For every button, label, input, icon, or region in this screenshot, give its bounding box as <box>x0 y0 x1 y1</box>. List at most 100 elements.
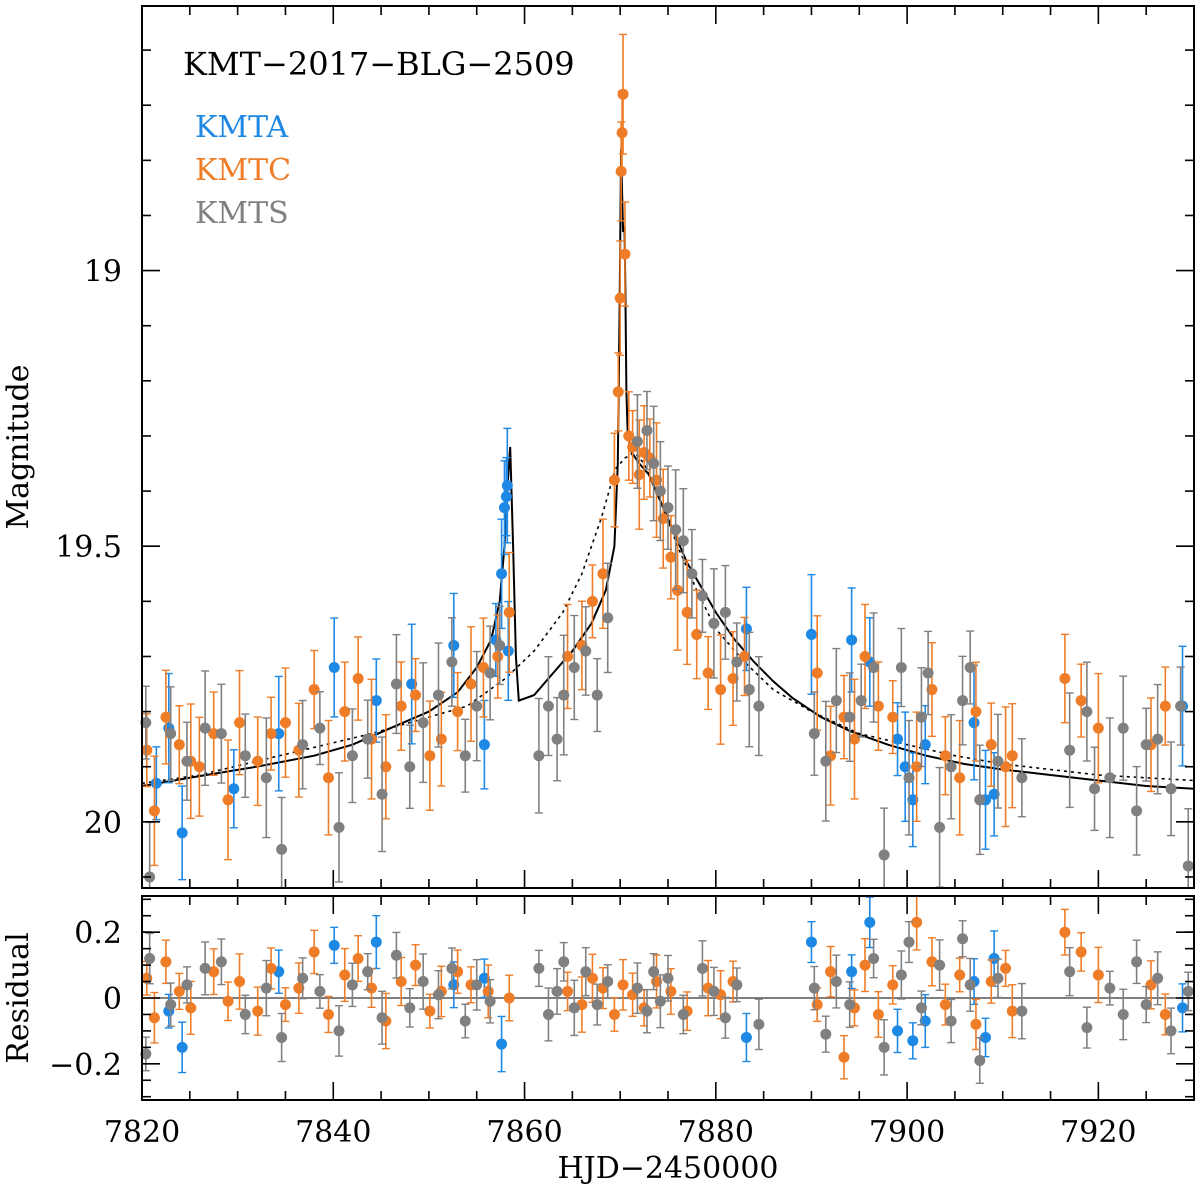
kmtc-data-point <box>727 673 739 685</box>
kmts-data-point <box>346 979 358 991</box>
kmts-data-point <box>471 700 483 712</box>
legend-kmta: KMTA <box>195 110 288 145</box>
kmtc-data-point <box>148 1012 160 1024</box>
kmts-data-point <box>404 761 416 773</box>
kmts-data-point <box>484 667 496 679</box>
kmtc-data-point <box>1006 750 1018 762</box>
kmta-data-point <box>150 777 162 789</box>
kmtc-data-point <box>1092 722 1104 734</box>
kmtc-data-point <box>859 650 871 662</box>
x-tick-label-7840: 7840 <box>295 1115 371 1150</box>
kmtc-data-point <box>657 513 669 525</box>
kmtc-data-point <box>1000 761 1012 773</box>
kmts-data-point <box>459 1015 471 1027</box>
kmts-data-point <box>558 956 570 968</box>
kmts-data-point <box>297 739 309 751</box>
kmts-data-point <box>1081 1022 1093 1034</box>
kmtc-data-point <box>608 1008 620 1020</box>
kmts-data-point <box>140 717 152 729</box>
kmtc-data-point <box>612 386 624 398</box>
kmts-data-point <box>551 733 563 745</box>
y-tick-label-20: 20 <box>84 806 122 841</box>
kmts-data-point <box>446 962 458 974</box>
kmts-data-point <box>1165 1025 1177 1037</box>
kmts-data-point <box>1152 733 1164 745</box>
kmts-data-point <box>260 982 272 994</box>
kmtc-data-point <box>380 761 392 773</box>
kmts-data-point <box>934 821 946 833</box>
kmts-data-point <box>239 1008 251 1020</box>
kmts-data-point <box>868 662 880 673</box>
kmtc-data-point <box>322 772 334 784</box>
kmts-data-point <box>215 956 227 968</box>
kmts-data-point <box>533 750 545 762</box>
kmtc-data-point <box>252 1005 264 1017</box>
kmtc-data-point <box>811 667 823 679</box>
kmts-data-point <box>915 1002 927 1014</box>
kmtc-data-point <box>1075 946 1087 958</box>
kmtc-data-point <box>208 728 220 740</box>
kmtc-data-point <box>848 733 860 745</box>
kmts-data-point <box>602 612 614 624</box>
kmta-data-point <box>328 662 340 673</box>
residual-panel: 0.2 0 −0.2 Residual 7820 7840 7860 7880 … <box>1 895 1195 1184</box>
kmts-data-point <box>878 1041 890 1053</box>
x-tick-label-7860: 7860 <box>486 1115 562 1150</box>
kmtc-data-point <box>562 650 574 662</box>
kmts-data-point <box>1016 772 1028 784</box>
kmts-data-point <box>808 728 820 740</box>
kmts-data-point <box>934 959 946 971</box>
kmtc-data-point <box>597 568 609 580</box>
kmts-data-point <box>895 662 907 673</box>
kmtc-data-point <box>614 292 626 304</box>
kmtc-data-point <box>222 794 234 806</box>
kmtc-data-point <box>939 750 951 762</box>
y-axis-label-magnitude: Magnitude <box>1 364 36 529</box>
kmtc-data-point <box>939 999 951 1011</box>
kmtc-data-point <box>185 1002 197 1014</box>
kmts-data-point <box>903 936 915 948</box>
kmta-data-point <box>478 739 490 751</box>
kmts-data-point <box>199 722 211 734</box>
kmts-data-point <box>1064 744 1076 756</box>
kmts-data-point <box>542 1008 554 1020</box>
kmts-data-point <box>820 755 832 767</box>
y-tick-label-19-5: 19.5 <box>55 530 122 565</box>
kmts-data-point <box>1081 706 1093 718</box>
kmtc-data-point <box>482 985 494 997</box>
y-tick-label-minus-0-2: −0.2 <box>49 1048 122 1083</box>
kmtc-data-point <box>465 678 477 690</box>
kmtc-data-point <box>1159 700 1171 712</box>
kmts-data-point <box>494 639 506 651</box>
kmtc-data-point <box>492 650 504 662</box>
kmtc-data-point <box>279 999 291 1011</box>
kmts-data-point <box>551 985 563 997</box>
kmtc-data-point <box>1092 969 1104 981</box>
kmts-data-point <box>708 617 720 629</box>
kmtc-data-point <box>234 976 246 988</box>
kmts-data-point <box>591 999 603 1011</box>
kmts-data-point <box>376 1012 388 1024</box>
kmtc-data-point <box>838 1051 850 1063</box>
kmts-data-point <box>1089 783 1101 795</box>
kmts-data-point <box>404 1002 416 1014</box>
kmts-data-point <box>390 678 402 690</box>
kmtc-data-point <box>452 706 464 718</box>
kmts-data-point <box>297 972 309 984</box>
kmts-data-point <box>654 485 666 497</box>
kmts-data-point <box>743 684 755 696</box>
kmts-data-point <box>753 700 765 712</box>
kmts-data-point <box>165 999 177 1011</box>
kmts-data-point <box>602 976 614 988</box>
kmts-data-point <box>945 761 957 773</box>
kmta-data-point <box>498 502 510 514</box>
light-curve-ticks <box>141 6 1195 933</box>
kmtc-data-point <box>160 956 172 968</box>
kmtc-data-point <box>148 805 160 817</box>
kmtc-data-point <box>193 761 205 773</box>
kmts-data-point <box>144 953 156 965</box>
kmtc-data-point <box>1059 926 1071 938</box>
kmts-data-point <box>239 750 251 762</box>
kmtc-data-point <box>623 430 635 442</box>
kmts-data-point <box>558 689 570 701</box>
